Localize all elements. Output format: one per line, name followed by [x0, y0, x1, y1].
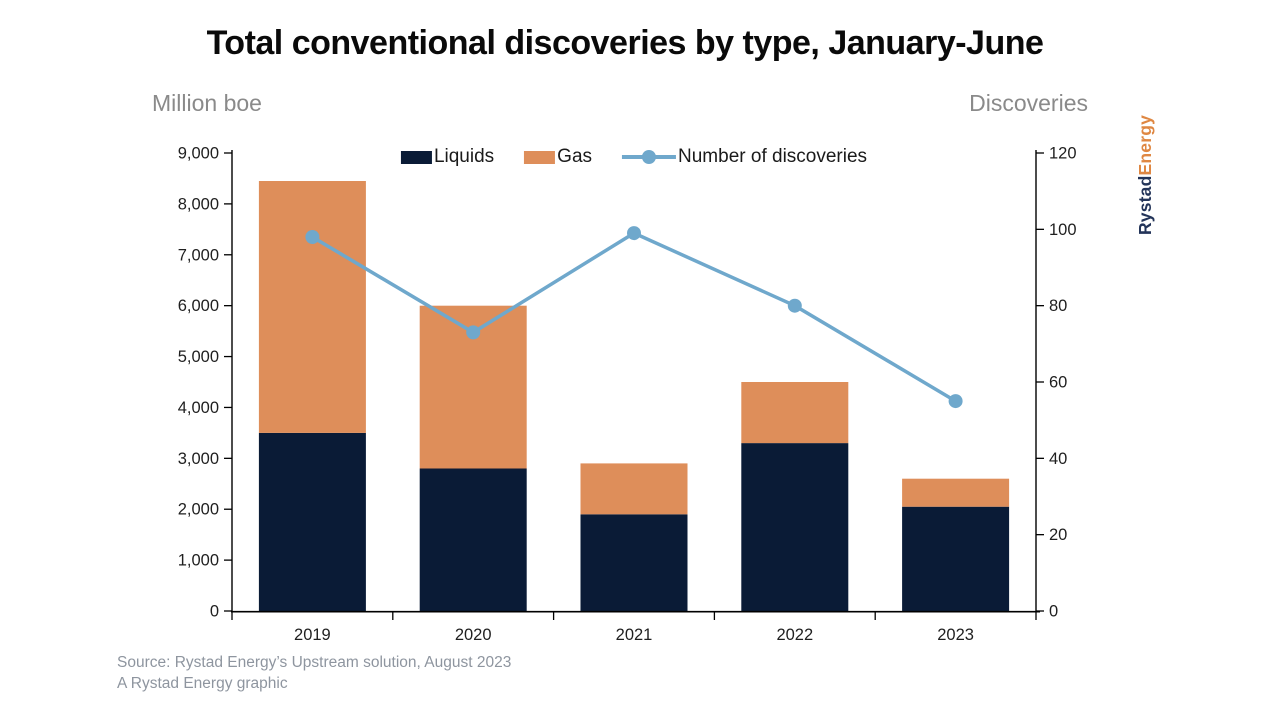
- left-axis-tick-label: 8,000: [178, 195, 219, 213]
- bar-2023-gas: [902, 478, 1010, 507]
- bar-2021-liquids: [580, 514, 688, 611]
- right-axis-tick-label: 120: [1049, 145, 1077, 163]
- logo-text-rystad: Rystad: [1135, 175, 1155, 236]
- bar-2020-liquids: [419, 468, 527, 611]
- x-axis-category-label: 2022: [776, 626, 813, 644]
- bar-2022-gas: [741, 382, 849, 444]
- left-axis-title: Million boe: [152, 90, 262, 116]
- source-line-1: Source: Rystad Energy’s Upstream solutio…: [117, 654, 512, 671]
- x-axis-category-label: 2020: [455, 626, 492, 644]
- rystad-energy-logo: RystadEnergy: [1135, 112, 1161, 238]
- gas-swatch-icon: [524, 150, 556, 164]
- left-axis-tick-label: 4,000: [178, 399, 219, 417]
- legend-item-discoveries: Number of discoveries: [622, 146, 867, 168]
- x-axis-category-label: 2021: [616, 626, 653, 644]
- right-axis-title: Discoveries: [969, 90, 1088, 116]
- legend-label-discoveries: Number of discoveries: [678, 146, 868, 167]
- right-axis-tick-label: 60: [1049, 374, 1067, 392]
- chart-title: Total conventional discoveries by type, …: [206, 24, 1044, 62]
- line-marker-icon: [622, 149, 677, 165]
- legend-label-liquids: Liquids: [433, 146, 495, 167]
- left-axis-tick-label: 5,000: [178, 348, 219, 366]
- legend-label-gas: Gas: [557, 146, 593, 167]
- source-line-2: A Rystad Energy graphic: [117, 675, 288, 692]
- chart-legend: Liquids Gas Number of discoveries: [400, 146, 867, 168]
- bar-2021-gas: [580, 463, 688, 515]
- x-axis-category-label: 2019: [294, 626, 331, 644]
- left-axis-tick-label: 0: [210, 603, 219, 621]
- discoveries-line: [311, 231, 957, 403]
- right-axis-tick-label: 20: [1049, 526, 1067, 544]
- discoveries-point-2023: [948, 394, 963, 409]
- discoveries-point-2022: [787, 298, 802, 313]
- source-note: Source: Rystad Energy’s Upstream solutio…: [117, 652, 511, 694]
- right-axis-tick-label: 40: [1049, 450, 1067, 468]
- left-axis-tick-label: 3,000: [178, 450, 219, 468]
- right-axis-tick-label: 80: [1049, 297, 1067, 315]
- discoveries-point-2021: [627, 226, 641, 241]
- left-axis-tick-label: 6,000: [178, 297, 219, 315]
- legend-item-gas: Gas: [524, 146, 592, 168]
- right-axis-tick-label: 100: [1049, 221, 1077, 239]
- bar-2019-gas: [258, 181, 366, 433]
- discoveries-point-2020: [466, 325, 481, 340]
- discoveries-point-2019: [305, 230, 320, 244]
- legend-item-liquids: Liquids: [400, 146, 495, 168]
- bar-2019-liquids: [258, 432, 366, 611]
- left-axis-tick-label: 7,000: [178, 246, 219, 264]
- x-axis-category-label: 2023: [937, 626, 974, 644]
- left-axis-tick-label: 1,000: [178, 552, 219, 570]
- left-axis-tick-label: 2,000: [178, 501, 219, 519]
- right-axis-tick-label: 0: [1049, 603, 1058, 621]
- liquids-swatch-icon: [400, 150, 432, 164]
- bar-2022-liquids: [741, 443, 849, 611]
- bar-2023-liquids: [902, 506, 1010, 611]
- logo-text-energy: Energy: [1135, 114, 1155, 176]
- left-axis-tick-label: 9,000: [178, 145, 219, 163]
